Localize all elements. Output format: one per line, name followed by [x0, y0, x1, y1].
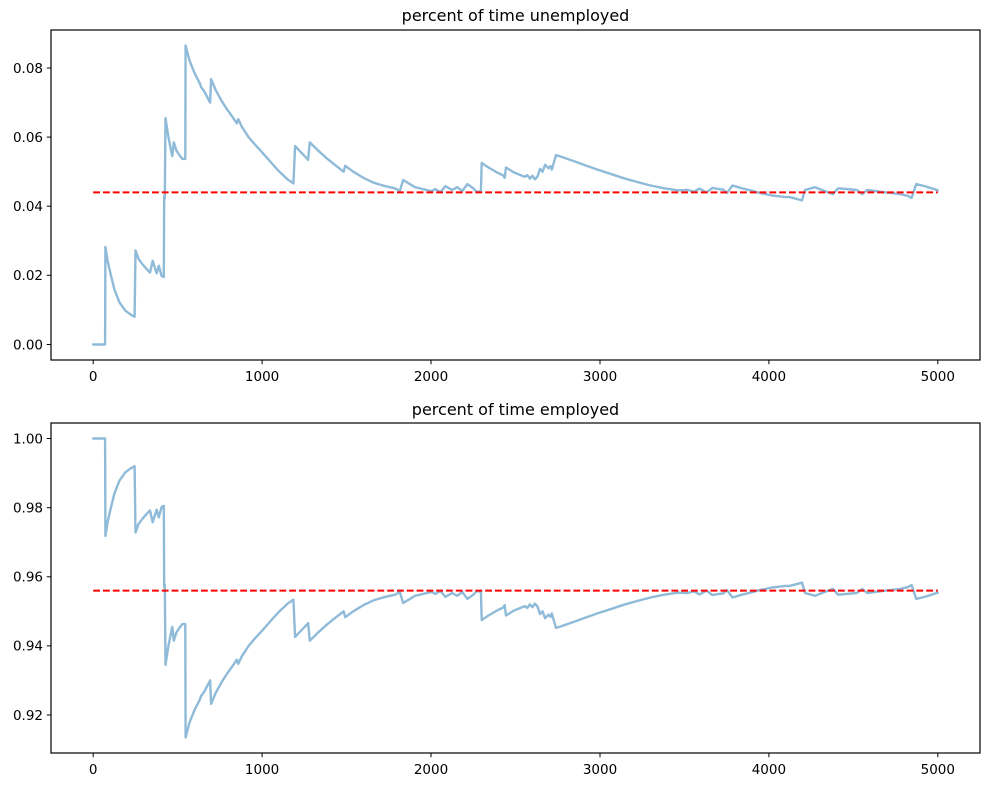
x-tick-label: 1000	[245, 762, 279, 778]
axes-frame	[50, 29, 981, 361]
y-tick-label: 0.08	[13, 61, 43, 77]
y-tick-label: 0.04	[13, 199, 43, 215]
x-tick-label: 5000	[921, 762, 955, 778]
employed-subplot: percent of time employed 0 1000 2000 3000 40…	[13, 400, 981, 778]
x-tick-label: 0	[89, 369, 98, 385]
employed-chart-title: percent of time employed	[412, 400, 619, 419]
x-tick-label: 1000	[245, 369, 279, 385]
axes-frame	[50, 422, 981, 754]
unemployed-subplot: percent of time unemployed 0 1000 2000 3000…	[13, 6, 981, 385]
x-tick-label: 3000	[583, 369, 617, 385]
x-tick-label: 2000	[414, 369, 448, 385]
y-tick-label: 0.06	[13, 130, 43, 146]
sample-path-line	[91, 44, 939, 346]
y-tick-label: 0.94	[13, 639, 43, 655]
x-tick-label: 0	[89, 762, 98, 778]
y-tick-label: 0.96	[13, 570, 43, 586]
x-tick-label: 4000	[752, 762, 786, 778]
y-tick-label: 0.00	[13, 337, 43, 353]
x-tick-label: 2000	[414, 762, 448, 778]
y-tick-label: 0.98	[13, 501, 43, 517]
x-tick-label: 5000	[921, 369, 955, 385]
x-tick-label: 4000	[752, 369, 786, 385]
sample-path-line	[91, 437, 939, 739]
x-tick-label: 3000	[583, 762, 617, 778]
y-tick-label: 1.00	[13, 431, 43, 447]
unemployed-chart-title: percent of time unemployed	[402, 6, 630, 25]
y-tick-label: 0.02	[13, 268, 43, 284]
y-tick-label: 0.92	[13, 708, 43, 724]
